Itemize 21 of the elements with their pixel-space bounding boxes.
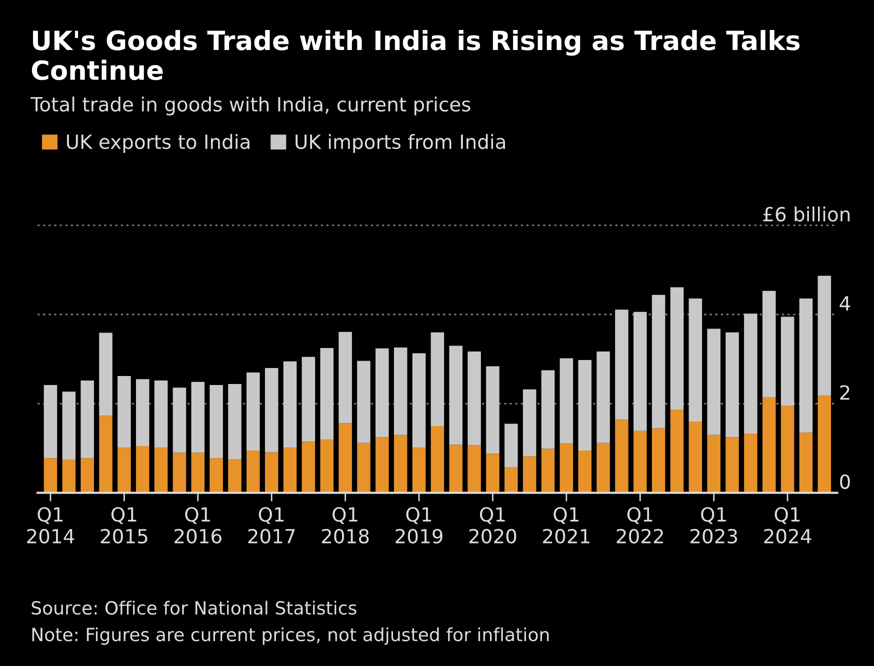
y-tick-label: 4 <box>840 296 850 310</box>
x-tick-label: Q1 2019 <box>396 507 442 544</box>
x-tick-label: Q1 2014 <box>27 507 74 544</box>
y-tick-label: 0 <box>840 474 850 490</box>
x-tick-label: Q1 2018 <box>322 507 369 544</box>
x-tick-label: Q1 2021 <box>543 507 590 544</box>
chart-subtitle: Total trade in goods with India, current prices <box>30 96 470 116</box>
source-note: Source: Office for National Statistics <box>32 600 356 615</box>
x-tick-label: Q1 2015 <box>100 507 148 544</box>
y-tick-label: 2 <box>840 385 850 400</box>
y-tick-label: £6 billion <box>763 206 850 222</box>
x-tick-label: Q1 2023 <box>690 507 738 544</box>
x-tick-label: Q1 2024 <box>764 507 812 544</box>
legend-label: UK imports from India <box>296 134 506 153</box>
chart-title: UK's Goods Trade with India is Rising as Trade Talks Continue <box>32 30 800 80</box>
legend-label: UK exports to India <box>66 134 250 153</box>
x-tick-label: Q1 2022 <box>616 507 663 544</box>
x-tick-label: Q1 2020 <box>469 507 516 544</box>
text: Note: Figures are current prices, not adjusted for inflation <box>32 627 549 645</box>
x-tick-label: Q1 2017 <box>248 507 295 544</box>
x-tick-label: Q1 2016 <box>174 507 222 544</box>
